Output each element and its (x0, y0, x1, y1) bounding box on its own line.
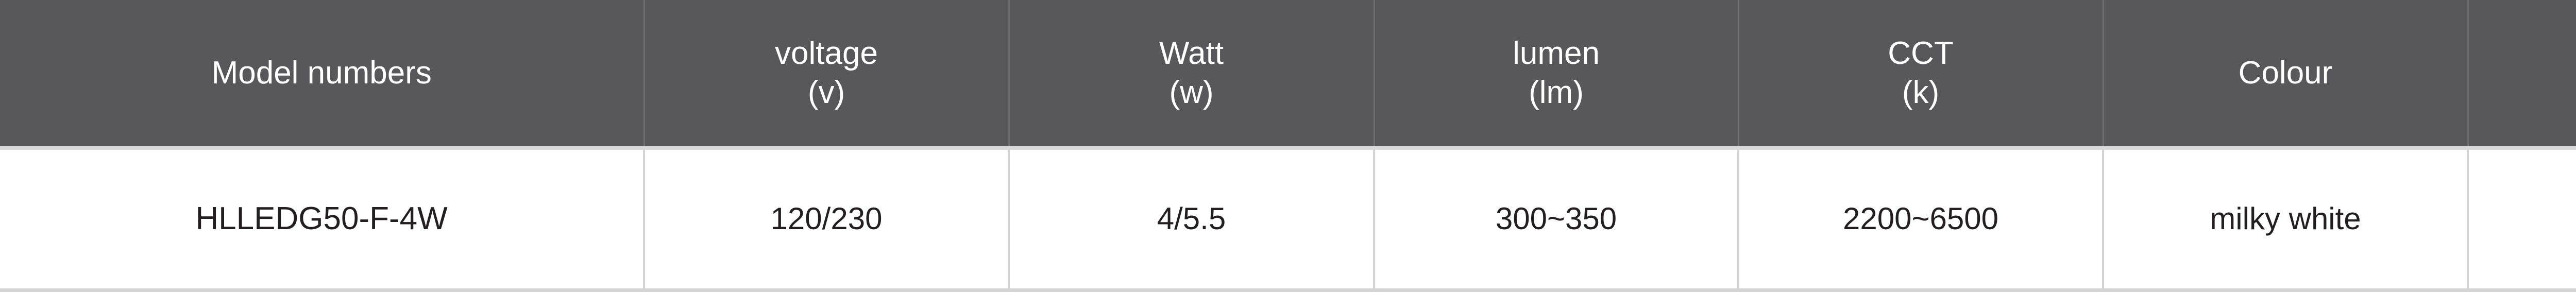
column-header-model-numbers: Model numbers (0, 0, 645, 150)
table-header: Model numbers voltage (v) Watt (w) lumen… (0, 0, 2576, 150)
column-header-colour: Colour (2103, 0, 2469, 150)
cell-model-numbers: HLLEDG50-F-4W (0, 148, 645, 292)
column-header-watt-line1: Watt (1159, 36, 1224, 72)
column-header-model-numbers-line1: Model numbers (211, 55, 432, 91)
cell-watt: 4/5.5 (1009, 148, 1375, 292)
cell-colour: milky white (2103, 148, 2469, 292)
column-header-cct-line2: (k) (1902, 74, 1940, 110)
table-row: HLLEDG50-F-4W 120/230 4/5.5 300~350 2200… (0, 148, 2576, 292)
column-header-colour-line1: Colour (2238, 55, 2333, 91)
cell-lumen: 300~350 (1374, 148, 1739, 292)
column-header-lumen-line2: (lm) (1529, 74, 1584, 110)
column-header-cct: CCT (k) (1738, 0, 2104, 150)
column-header-watt: Watt (w) (1009, 0, 1375, 150)
table-body: HLLEDG50-F-4W 120/230 4/5.5 300~350 2200… (0, 148, 2576, 292)
header-row: Model numbers voltage (v) Watt (w) lumen… (0, 0, 2576, 150)
column-header-lumen: lumen (lm) (1374, 0, 1739, 150)
column-header-cct-line1: CCT (1888, 36, 1954, 72)
cell-filaments-count: 4 (2468, 148, 2576, 292)
column-header-watt-line2: (w) (1169, 74, 1214, 110)
cell-voltage: 120/230 (644, 148, 1010, 292)
column-header-filaments-count-line1: Filaments (2474, 34, 2576, 73)
column-header-lumen-line1: lumen (1513, 36, 1600, 72)
cell-cct: 2200~6500 (1738, 148, 2104, 292)
column-header-voltage: voltage (v) (644, 0, 1010, 150)
column-header-filaments-count: Filaments Count (2468, 0, 2576, 150)
column-header-filaments-count-line2: Count (2474, 73, 2576, 112)
column-header-voltage-line2: (v) (807, 74, 845, 110)
column-header-voltage-line1: voltage (775, 36, 878, 72)
